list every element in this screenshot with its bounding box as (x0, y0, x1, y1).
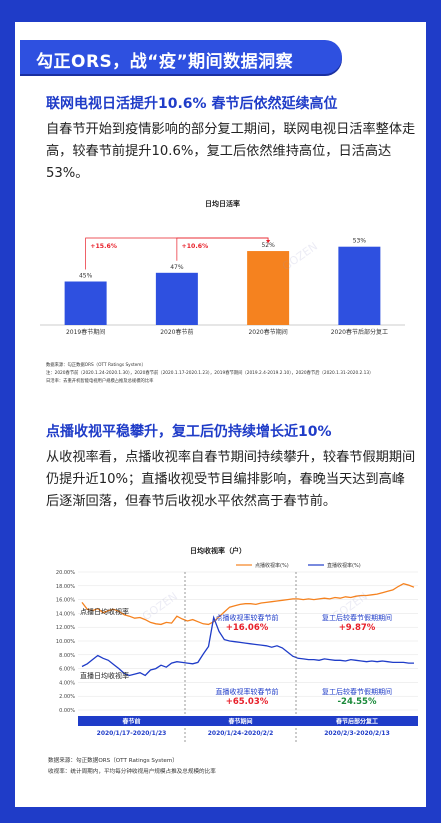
y-tick-label: 14.00% (56, 611, 75, 617)
period-bar (296, 716, 418, 726)
period-name: 春节期间 (227, 718, 252, 726)
section2-note-definition: 收视率：统计周期内，平均每分钟收视用户规模占推及总规模的比率 (48, 769, 216, 775)
annotation-text: 直播收视率较春节前 (216, 687, 279, 696)
series-line (81, 615, 414, 677)
bar (247, 251, 290, 325)
comparison-bracket (176, 237, 269, 261)
section2-note-source: 数据来源：勾正数据ORS（OTT Ratings System） (48, 758, 178, 764)
bar (338, 246, 381, 325)
period-range: 2020/1/24-2020/2/2 (208, 730, 274, 737)
comparison-arrow (266, 240, 271, 244)
period-name: 春节前 (121, 718, 140, 726)
legend-label: 直播收视率(%) (327, 562, 361, 569)
y-tick-label: 4.00% (59, 680, 75, 686)
section2-body: 从收视率看，点播收视率自春节期间持续攀升，较春节假期期间仍提升近10%；直播收视… (46, 450, 416, 509)
annotation-text: 复工后较春节假期期间 (322, 687, 392, 696)
section2-heading: 点播收视平稳攀升，复工后仍持续增长近10% (46, 424, 332, 440)
y-tick-label: 12.00% (56, 625, 75, 631)
legend-label: 点播收视率(%) (255, 562, 289, 569)
y-tick-label: 8.00% (59, 653, 75, 659)
series-annotation: 点播日均收视率 (80, 607, 129, 616)
x-tick-label: 2019春节期间 (66, 328, 105, 336)
annotation-value: +9.87% (339, 623, 376, 633)
section1-body: 自春节开始到疫情影响的部分复工期间，联网电视日活率整体走高，较春节前提升10.6… (46, 122, 416, 181)
annotation-bg (89, 241, 118, 250)
annotation-text: 点播收视率较春节前 (216, 613, 279, 622)
section1-heading: 联网电视日活提升10.6% 春节后依然延续高位 (46, 96, 338, 112)
bar-value-label: 53% (353, 238, 367, 245)
y-tick-label: 16.00% (56, 598, 75, 604)
content-panel (15, 22, 426, 807)
y-tick-label: 6.00% (59, 667, 75, 673)
x-tick-label: 2020春节期间 (248, 328, 287, 336)
bar-chart: 45% 2019春节期间 47% 2020春节前 52% 2020春节期间 53% 2020春… (40, 237, 405, 336)
period-range: 2020/2/3-2020/2/13 (324, 730, 390, 737)
y-tick-label: 10.00% (56, 639, 75, 645)
growth-annotation: +15.6% (90, 243, 117, 250)
annotation-text: 复工后较春节假期期间 (322, 613, 392, 622)
period-bar (185, 716, 296, 726)
x-tick-label: 2020春节前 (160, 328, 193, 336)
period-name: 春节后部分复工 (335, 718, 378, 726)
title-banner: 勾正ORS，战“疫”期间数据洞察 (20, 40, 342, 74)
series-annotation: 直播日均收视率 (80, 671, 129, 680)
series-line (81, 583, 415, 626)
bar-chart-title: 日均日活率 (205, 200, 240, 208)
section1-note-definition: 日活率：去重开机智能电视用户规模占推及总规模的比率 (46, 379, 154, 384)
x-tick-label: 2020春节后部分复工 (331, 328, 388, 336)
bar-value-label: 47% (170, 264, 184, 271)
section1-note-periods: 注：2020春节前（2020.1.24-2020.1.30），2020春节前（2… (46, 371, 374, 376)
period-range: 2020/1/17-2020/1/23 (97, 730, 167, 737)
annotation-value: +16.06% (226, 623, 269, 633)
y-tick-label: 20.00% (56, 570, 75, 576)
bar-value-label: 45% (79, 273, 93, 280)
bar (155, 272, 198, 325)
y-tick-label: 18.00% (56, 584, 75, 590)
period-bar (78, 716, 185, 726)
annotation-value: +65.03% (226, 697, 269, 707)
line-chart-title: 日均收视率（户） (190, 547, 246, 555)
y-tick-label: 2.00% (59, 694, 75, 700)
line-chart: 0.00% 2.00% 4.00% 6.00% 8.00% 10.00% 12.00% 14.… (56, 562, 418, 744)
growth-annotation: +10.6% (182, 243, 209, 250)
bar (64, 281, 107, 325)
y-tick-label: 0.00% (59, 708, 75, 714)
annotation-bg (180, 241, 209, 250)
page-title: 勾正ORS，战“疫”期间数据洞察 (36, 52, 294, 72)
section1-note-source: 数据来源：勾正数据ORS（OTT Ratings System） (46, 363, 146, 368)
bar-value-label: 52% (261, 242, 275, 249)
annotation-value: -24.55% (338, 697, 377, 707)
